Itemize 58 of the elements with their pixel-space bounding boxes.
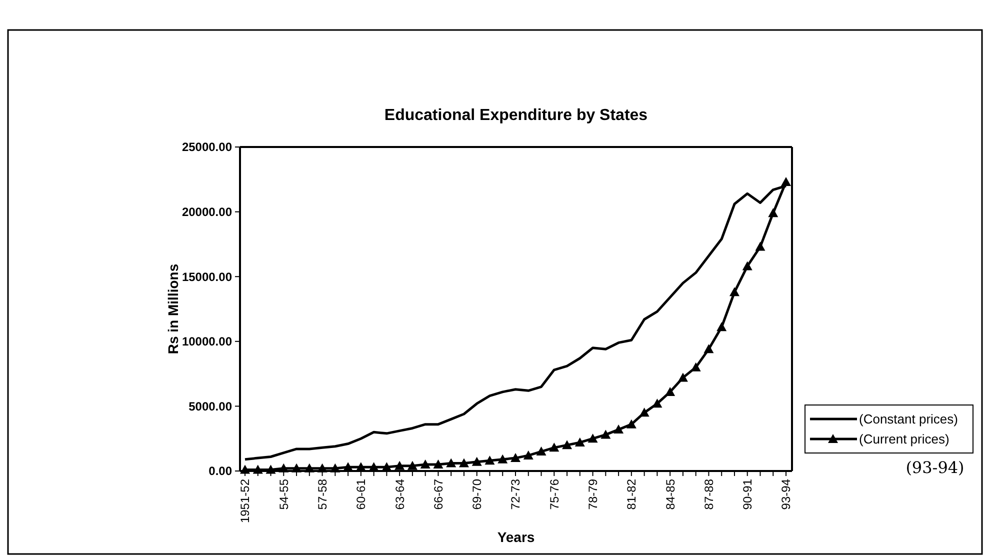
x-tick-label: 87-88 bbox=[702, 478, 716, 510]
y-tick-label: 10000.00 bbox=[182, 334, 232, 349]
point bbox=[755, 242, 766, 251]
text: (93-94) bbox=[906, 458, 964, 477]
point bbox=[458, 458, 469, 468]
y-tick-label: 0.00 bbox=[208, 464, 232, 478]
y-axis-title: Rs in Millions bbox=[165, 264, 181, 354]
point bbox=[588, 434, 598, 443]
x-tick-label: 69-70 bbox=[470, 478, 484, 510]
point bbox=[433, 460, 444, 469]
x-tick-label: 1951-52 bbox=[238, 478, 252, 524]
point bbox=[768, 208, 778, 218]
x-tick-label: 66-67 bbox=[431, 478, 446, 510]
point bbox=[498, 454, 508, 464]
x-tick-label: 54-55 bbox=[276, 478, 291, 510]
point bbox=[690, 362, 701, 372]
x-axis-title: Years bbox=[497, 529, 535, 545]
point bbox=[523, 450, 534, 460]
x-tick-label: 63-64 bbox=[392, 478, 407, 510]
x-tick-label: 93-94 bbox=[779, 478, 794, 510]
x-tick-label: 72-73 bbox=[508, 478, 523, 510]
point bbox=[678, 372, 688, 382]
point bbox=[536, 446, 546, 456]
y-tick-label: 15000.00 bbox=[182, 270, 232, 284]
x-tick-label: 75-76 bbox=[547, 478, 562, 510]
x-tick-label: 84-85 bbox=[663, 478, 678, 510]
point bbox=[600, 430, 611, 439]
point bbox=[549, 442, 560, 452]
point bbox=[574, 437, 585, 446]
point bbox=[472, 456, 482, 466]
point bbox=[510, 453, 520, 462]
y-tick-label: 5000.00 bbox=[188, 399, 232, 414]
point bbox=[420, 460, 430, 469]
legend-label: (Constant prices) bbox=[859, 412, 958, 427]
y-tick-label: 20000.00 bbox=[182, 205, 232, 219]
y-tick-label: 25000.00 bbox=[182, 140, 232, 154]
legend-label: (Current prices) bbox=[859, 432, 950, 447]
x-tick-label: 78-79 bbox=[586, 478, 600, 510]
point bbox=[614, 424, 624, 434]
point bbox=[407, 460, 418, 470]
point bbox=[484, 456, 495, 465]
point bbox=[665, 386, 676, 396]
point bbox=[394, 460, 405, 470]
point bbox=[729, 287, 740, 296]
point bbox=[652, 398, 662, 408]
chart-title: Educational Expenditure by States bbox=[384, 107, 648, 124]
point bbox=[446, 458, 456, 468]
point bbox=[781, 176, 791, 186]
x-tick-label: 60-61 bbox=[354, 478, 368, 510]
point bbox=[716, 322, 727, 332]
point bbox=[704, 344, 714, 354]
point bbox=[562, 440, 572, 450]
point bbox=[626, 419, 636, 428]
x-tick-label: 90-91 bbox=[740, 478, 755, 510]
x-tick-label: 81-82 bbox=[624, 478, 639, 510]
point bbox=[742, 261, 752, 270]
point bbox=[639, 408, 650, 417]
x-tick-label: 57-58 bbox=[315, 478, 330, 510]
